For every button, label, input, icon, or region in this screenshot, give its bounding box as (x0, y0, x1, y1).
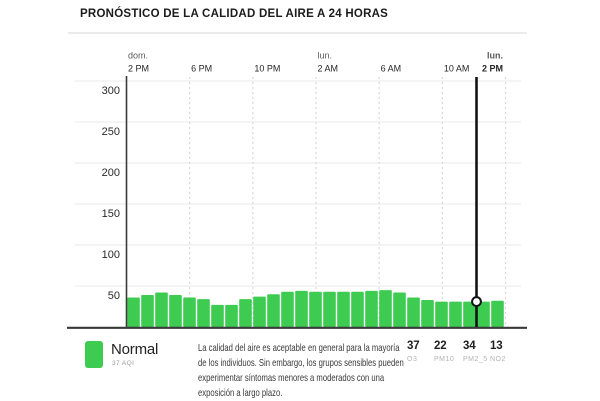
day-label: dom. (128, 51, 148, 61)
pollutant-value: 34 (463, 340, 476, 352)
pollutant-o3: 37 O3 (407, 340, 420, 363)
aqi-bar[interactable] (225, 304, 238, 327)
legend-aqi-value: 37 AQI (112, 360, 135, 367)
pollutant-label: PM10 (434, 356, 455, 363)
y-axis-tick-label: 150 (102, 208, 120, 220)
aqi-bar[interactable] (393, 292, 406, 327)
pollutant-label: NO2 (490, 356, 506, 363)
aqi-bar[interactable] (155, 292, 168, 327)
description-line: experimentar síntomas menores a moderado… (198, 372, 385, 384)
pollutant-value: 37 (407, 340, 420, 352)
time-label: 2 PM (128, 64, 149, 74)
aqi-bar[interactable] (379, 290, 392, 327)
aqi-bar[interactable] (407, 297, 420, 327)
aqi-bar[interactable] (351, 291, 364, 327)
y-axis-tick-label: 50 (108, 290, 120, 302)
description-line: La calidad del aire es aceptable en gene… (198, 342, 400, 354)
aqi-bar[interactable] (477, 301, 490, 327)
description-line: de los individuos. Sin embargo, los grup… (198, 357, 404, 369)
pollutant-no2: 13 NO2 (490, 340, 506, 363)
legend-category-label: Normal (111, 341, 159, 358)
aqi-bar[interactable] (211, 304, 224, 327)
aqi-bar[interactable] (449, 301, 462, 327)
aqi-bar[interactable] (141, 295, 154, 327)
day-label: lun. (318, 51, 333, 61)
aqi-bar[interactable] (421, 299, 434, 327)
aqi-bar[interactable] (127, 297, 140, 327)
aqi-bar[interactable] (239, 299, 252, 327)
y-axis-tick-label: 100 (102, 249, 120, 261)
time-label: 10 AM (444, 64, 470, 74)
time-label: 2 AM (318, 64, 339, 74)
day-label: lun. (487, 51, 503, 61)
chart-title: PRONÓSTICO DE LA CALIDAD DEL AIRE A 24 H… (80, 8, 389, 20)
pollutant-pm2_5: 34 PM2_5 (463, 340, 488, 363)
aqi-bar[interactable] (491, 300, 504, 327)
time-label: 6 PM (191, 64, 212, 74)
aqi-bar[interactable] (337, 291, 350, 327)
aqi-bar[interactable] (169, 295, 182, 327)
time-label: 6 AM (381, 64, 402, 74)
time-label: 10 PM (254, 64, 280, 74)
aqi-bar[interactable] (295, 290, 308, 327)
pollutant-pm10: 22 PM10 (434, 340, 454, 363)
aqi-bar[interactable] (365, 290, 378, 327)
y-axis-tick-label: 250 (102, 126, 120, 138)
description-line: exposición a largo plazo. (198, 387, 283, 399)
pollutant-label: O3 (407, 356, 418, 363)
aqi-bar[interactable] (253, 296, 266, 327)
aqi-bar[interactable] (281, 291, 294, 327)
aqi-bar[interactable] (183, 297, 196, 327)
legend-color-swatch (85, 341, 103, 368)
time-indicator-handle[interactable] (471, 296, 482, 307)
y-axis-tick-label: 300 (102, 85, 120, 97)
pollutant-value: 22 (434, 340, 447, 352)
aqi-bar[interactable] (197, 299, 210, 327)
aqi-bar[interactable] (267, 294, 280, 327)
pollutant-value: 13 (490, 340, 503, 352)
aqi-bar[interactable] (463, 301, 476, 327)
aqi-bar[interactable] (323, 291, 336, 327)
title-divider (68, 32, 527, 34)
aqi-bar[interactable] (309, 291, 322, 327)
time-label: 2 PM (482, 64, 503, 74)
pollutant-label: PM2_5 (463, 356, 488, 363)
air-quality-description: La calidad del aire es aceptable en gene… (198, 341, 413, 401)
y-axis-tick-label: 200 (102, 167, 120, 179)
aqi-bar[interactable] (435, 301, 448, 327)
